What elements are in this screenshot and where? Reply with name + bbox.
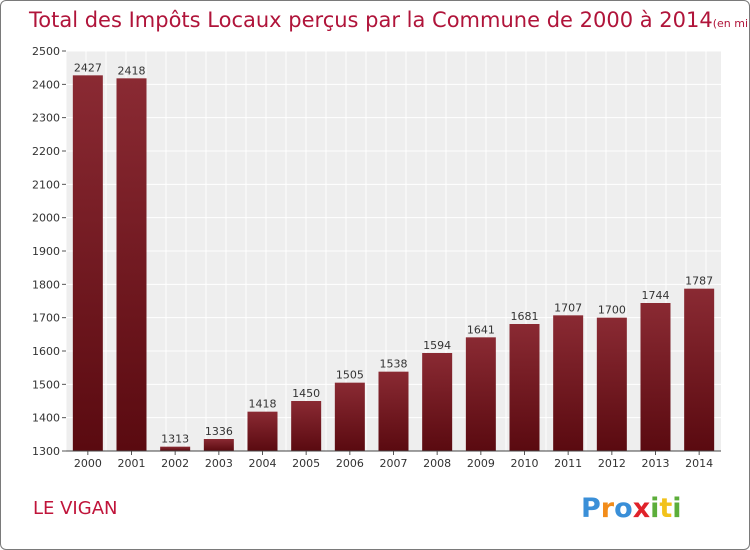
x-tick-label: 2009: [467, 457, 495, 470]
bar-2000: [72, 75, 103, 451]
bar-2004: [247, 411, 278, 451]
bar-2012: [596, 317, 627, 451]
bar-2005: [291, 401, 322, 451]
bar-value-label: 1538: [380, 358, 408, 371]
bar-2008: [422, 353, 453, 451]
y-tick-label: 2500: [32, 45, 60, 58]
bar-2002: [160, 446, 191, 451]
bar-value-label: 2418: [118, 64, 146, 77]
bar-value-label: 1641: [467, 323, 495, 336]
bar-2001: [116, 78, 147, 451]
commune-name: LE VIGAN: [33, 498, 117, 519]
x-tick-label: 2014: [685, 457, 713, 470]
x-tick-label: 2004: [249, 457, 277, 470]
bar-value-label: 1787: [685, 275, 713, 288]
bar-value-label: 1594: [423, 339, 451, 352]
logo-letter: x: [633, 493, 650, 524]
chart-subtitle: (en milliers d'€): [713, 17, 749, 30]
bar-value-label: 1450: [292, 387, 320, 400]
x-tick-label: 2010: [511, 457, 539, 470]
bar-value-label: 1707: [554, 301, 582, 314]
x-tick-label: 2007: [380, 457, 408, 470]
y-axis-ticks: 1300 1400 1500 1600 1700 1800 1900 2000 2100 2200…: [32, 45, 66, 458]
bar-2011: [553, 315, 584, 451]
bar-value-label: 1700: [598, 304, 626, 317]
y-tick-label: 1900: [32, 245, 60, 258]
x-tick-label: 2008: [423, 457, 451, 470]
bar-value-label: 1744: [642, 289, 670, 302]
x-tick-label: 2005: [292, 457, 320, 470]
x-tick-label: 2013: [642, 457, 670, 470]
x-tick-label: 2002: [161, 457, 189, 470]
bar-value-label: 1313: [161, 433, 189, 446]
y-tick-label: 1800: [32, 278, 60, 291]
bar-2006: [334, 382, 365, 451]
bar-2007: [378, 371, 409, 451]
y-tick-label: 1600: [32, 345, 60, 358]
logo-letter: t: [659, 493, 672, 524]
x-tick-label: 2012: [598, 457, 626, 470]
bar-2010: [509, 324, 540, 451]
bar-value-label: 1505: [336, 369, 364, 382]
logo-letter: o: [614, 493, 633, 524]
bar-2013: [640, 303, 671, 451]
x-tick-label: 2000: [74, 457, 102, 470]
y-tick-label: 2000: [32, 212, 60, 225]
y-tick-label: 1700: [32, 312, 60, 325]
bars: [72, 75, 715, 451]
logo-letter: i: [672, 493, 681, 524]
bar-value-label: 1336: [205, 425, 233, 438]
x-tick-label: 2001: [118, 457, 146, 470]
bar-2003: [203, 439, 234, 451]
proxiti-logo: Proxiti: [581, 493, 682, 524]
logo-letter: P: [581, 493, 601, 524]
x-axis-ticks: 2000 2001 2002 2003 2004 2005 2006 2007 2008 2009…: [74, 451, 713, 470]
y-tick-label: 2400: [32, 78, 60, 91]
y-tick-label: 2300: [32, 112, 60, 125]
chart-title-group: Total des Impôts Locaux perçus par la Co…: [28, 8, 749, 32]
y-tick-label: 1300: [32, 445, 60, 458]
y-tick-label: 2100: [32, 178, 60, 191]
bar-value-label: 1418: [249, 398, 277, 411]
y-tick-label: 1400: [32, 412, 60, 425]
bar-value-labels: 2427 2418 1313 1336 1418 1450 1505 1538 1594 1641…: [74, 61, 713, 445]
bar-value-label: 1681: [511, 310, 539, 323]
x-tick-label: 2011: [554, 457, 582, 470]
y-tick-label: 1500: [32, 378, 60, 391]
bar-2014: [684, 288, 715, 451]
bar-2009: [465, 337, 496, 451]
logo-letter: i: [650, 493, 659, 524]
logo-letter: r: [601, 493, 615, 524]
x-tick-label: 2003: [205, 457, 233, 470]
x-tick-label: 2006: [336, 457, 364, 470]
bar-value-label: 2427: [74, 61, 102, 74]
y-tick-label: 2200: [32, 145, 60, 158]
chart-title: Total des Impôts Locaux perçus par la Co…: [28, 8, 713, 32]
